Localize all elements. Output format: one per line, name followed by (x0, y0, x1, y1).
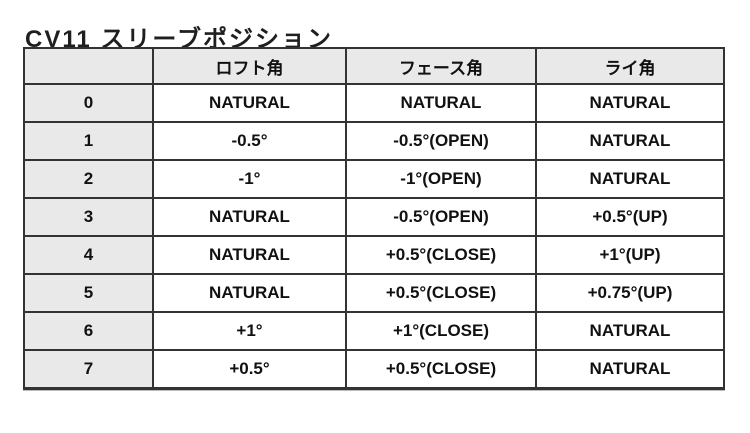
face-cell: NATURAL (345, 83, 537, 123)
header-cell-lie-angle: ライ角 (535, 47, 725, 85)
table-row: 4 NATURAL +0.5°(CLOSE) +1°(UP) (23, 235, 725, 275)
face-cell: +0.5°(CLOSE) (345, 349, 537, 390)
table-row: 1 -0.5° -0.5°(OPEN) NATURAL (23, 121, 725, 161)
lie-cell: +0.5°(UP) (535, 197, 725, 237)
face-cell: +0.5°(CLOSE) (345, 273, 537, 313)
header-cell-loft-angle: ロフト角 (152, 47, 347, 85)
face-cell: +1°(CLOSE) (345, 311, 537, 351)
loft-cell: NATURAL (152, 235, 347, 275)
face-cell: -0.5°(OPEN) (345, 121, 537, 161)
lie-cell: +1°(UP) (535, 235, 725, 275)
loft-cell: -1° (152, 159, 347, 199)
lie-cell: NATURAL (535, 349, 725, 390)
position-cell: 6 (23, 311, 154, 351)
table-row: 2 -1° -1°(OPEN) NATURAL (23, 159, 725, 199)
lie-cell: NATURAL (535, 83, 725, 123)
loft-cell: +0.5° (152, 349, 347, 390)
position-cell: 2 (23, 159, 154, 199)
position-cell: 0 (23, 83, 154, 123)
table-row: 5 NATURAL +0.5°(CLOSE) +0.75°(UP) (23, 273, 725, 313)
position-cell: 4 (23, 235, 154, 275)
position-cell: 3 (23, 197, 154, 237)
position-cell: 7 (23, 349, 154, 390)
loft-cell: +1° (152, 311, 347, 351)
header-cell-face-angle: フェース角 (345, 47, 537, 85)
loft-cell: -0.5° (152, 121, 347, 161)
table-row: 7 +0.5° +0.5°(CLOSE) NATURAL (23, 349, 725, 390)
face-cell: +0.5°(CLOSE) (345, 235, 537, 275)
lie-cell: NATURAL (535, 159, 725, 199)
table-row: 6 +1° +1°(CLOSE) NATURAL (23, 311, 725, 351)
table-row: 3 NATURAL -0.5°(OPEN) +0.5°(UP) (23, 197, 725, 237)
table-row: 0 NATURAL NATURAL NATURAL (23, 83, 725, 123)
loft-cell: NATURAL (152, 83, 347, 123)
lie-cell: NATURAL (535, 121, 725, 161)
position-cell: 1 (23, 121, 154, 161)
position-cell: 5 (23, 273, 154, 313)
face-cell: -0.5°(OPEN) (345, 197, 537, 237)
table-header-row: ロフト角 フェース角 ライ角 (23, 47, 725, 85)
lie-cell: NATURAL (535, 311, 725, 351)
loft-cell: NATURAL (152, 273, 347, 313)
loft-cell: NATURAL (152, 197, 347, 237)
sleeve-position-table: ロフト角 フェース角 ライ角 0 NATURAL NATURAL NATURAL… (23, 47, 725, 390)
header-cell-position (23, 47, 154, 85)
face-cell: -1°(OPEN) (345, 159, 537, 199)
lie-cell: +0.75°(UP) (535, 273, 725, 313)
